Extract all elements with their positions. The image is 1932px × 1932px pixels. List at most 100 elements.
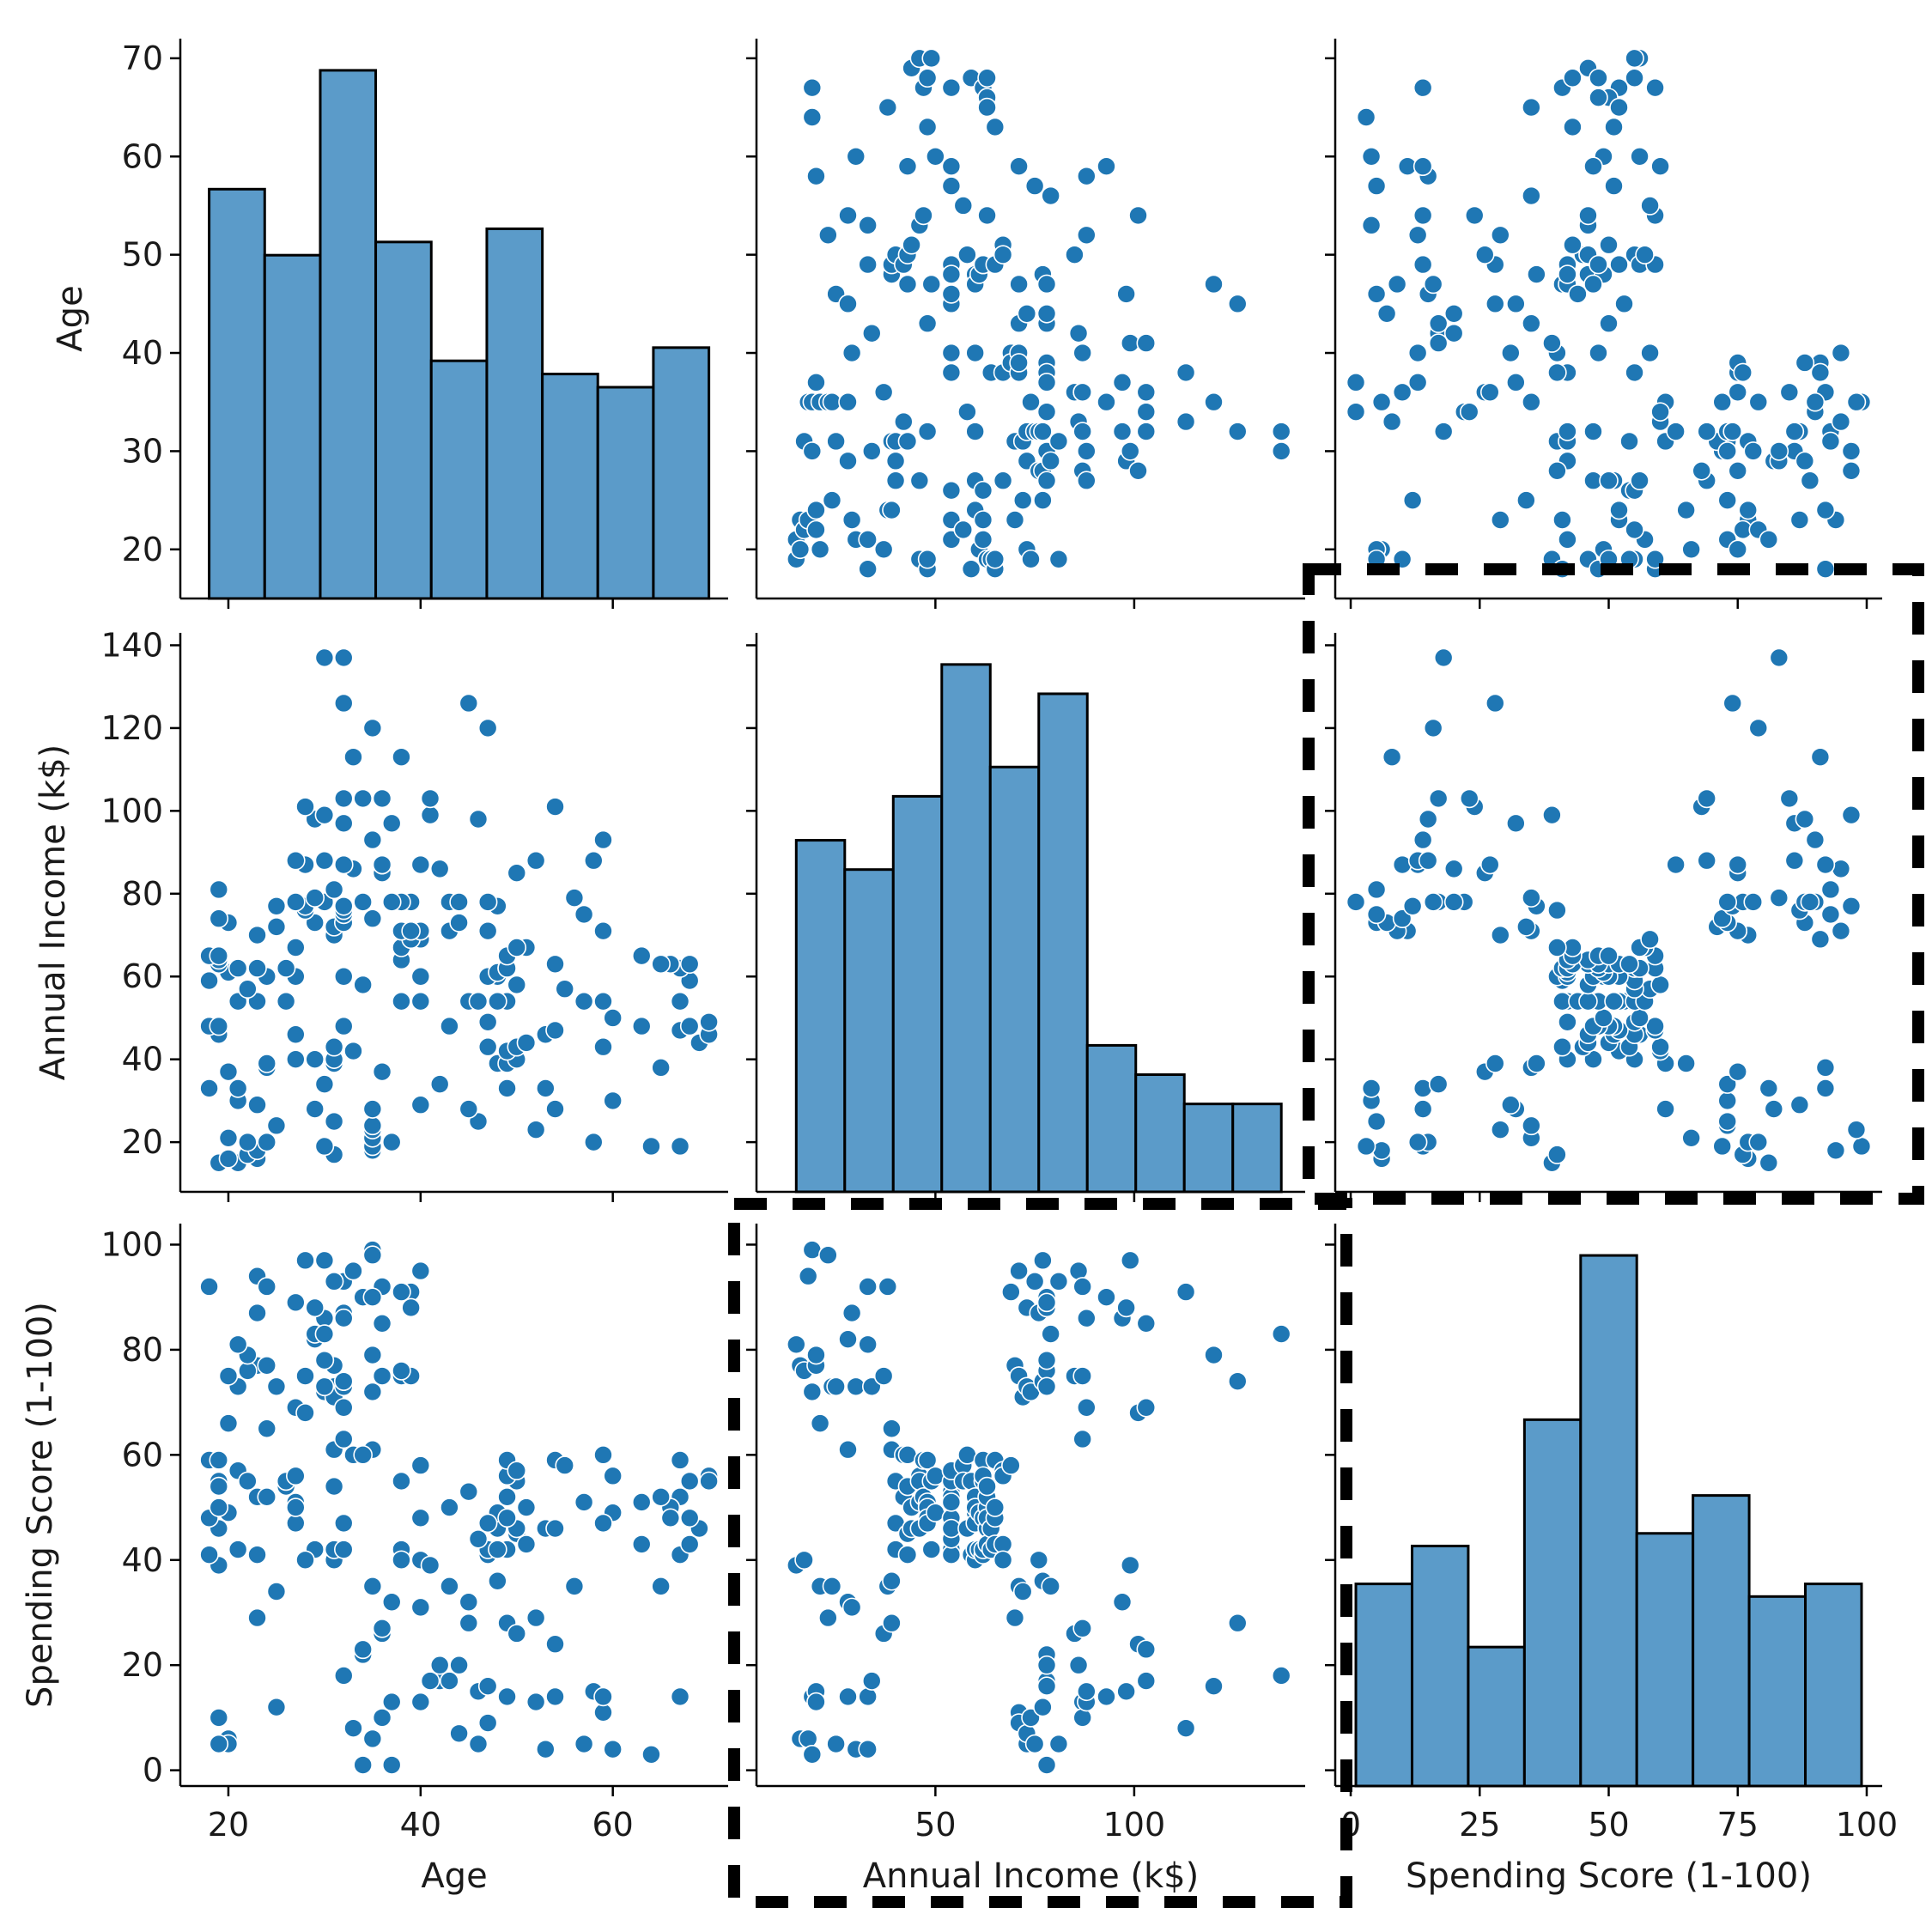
scatter-point (209, 1450, 229, 1470)
scatter-point (314, 1376, 335, 1397)
scatter-point (286, 1024, 306, 1045)
scatter-point (885, 451, 906, 471)
y-tick-label: 120 (100, 709, 163, 747)
scatter-point (1568, 284, 1588, 304)
scatter-point (957, 402, 977, 422)
histogram-bar (374, 240, 433, 600)
scatter-point (1815, 1078, 1836, 1098)
scatter-point (921, 1540, 942, 1559)
scatter-point (1204, 392, 1224, 412)
scatter-point (838, 1439, 858, 1460)
scatter-point (1479, 854, 1500, 875)
histogram-bar (1635, 1532, 1695, 1788)
scatter-point (1625, 48, 1644, 69)
scatter-point (1831, 920, 1851, 941)
scatter-point (699, 1012, 719, 1032)
scatter-point (257, 1054, 277, 1073)
scatter-point (838, 451, 858, 471)
scatter-point (953, 519, 974, 540)
scatter-point (1759, 1152, 1779, 1173)
scatter-point (1392, 382, 1413, 403)
scatter-point (1650, 1036, 1670, 1057)
scatter-point (353, 892, 373, 912)
scatter-point (1227, 1371, 1248, 1391)
scatter-point (1516, 490, 1536, 510)
scatter-point (410, 1455, 431, 1475)
scatter-point (1815, 1058, 1836, 1078)
scatter-point (574, 904, 594, 925)
scatter-point (1820, 904, 1841, 925)
scatter-point (410, 1095, 431, 1115)
scatter-point (1136, 333, 1157, 353)
scatter-point (468, 991, 489, 1012)
scatter-point (420, 805, 440, 825)
scatter-point (1728, 382, 1748, 403)
scatter-point (1506, 813, 1526, 834)
scatter-point (353, 1445, 373, 1465)
scatter-point (536, 1078, 556, 1098)
scatter-point (1443, 303, 1464, 324)
scatter-point (1418, 809, 1438, 829)
scatter-point (392, 1282, 411, 1302)
scatter-point (1036, 1292, 1057, 1313)
scatter-point (651, 1577, 671, 1596)
scatter-point (802, 1382, 823, 1402)
scatter-point (993, 245, 1013, 264)
scatter-point (1583, 422, 1603, 441)
scatter-point (1789, 510, 1810, 530)
scatter-point (477, 1012, 498, 1032)
scatter-point (1563, 234, 1583, 255)
scatter-point (1356, 107, 1376, 127)
scatter-point (1128, 460, 1148, 481)
scatter-point (218, 1149, 239, 1169)
histogram-bar (319, 69, 378, 600)
panel-spending-vs-age: 20 40 60 0 20 40 60 80 100 (100, 1224, 728, 1844)
scatter-point (1815, 559, 1836, 579)
scatter-point (440, 1498, 459, 1517)
scatter-point (631, 1534, 652, 1554)
scatter-point (1820, 879, 1841, 900)
scatter-point (266, 917, 287, 937)
scatter-point (1609, 500, 1629, 520)
scatter-point (1428, 788, 1449, 809)
scatter-point (1795, 353, 1815, 373)
scatter-point (838, 294, 858, 314)
scatter-point (1599, 313, 1619, 334)
scatter-point (802, 441, 823, 461)
scatter-point (1204, 274, 1224, 295)
scatter-point (973, 480, 993, 501)
y-tick-label: 40 (122, 334, 163, 372)
scatter-point (818, 225, 838, 246)
scatter-point (1072, 1619, 1092, 1638)
scatter-point (477, 1676, 498, 1696)
scatter-point (266, 1376, 287, 1397)
scatter-point (343, 747, 363, 767)
scatter-point (507, 1461, 527, 1481)
scatter-point (429, 1655, 450, 1675)
scatter-point (1784, 422, 1805, 441)
x-tick-label: 75 (1717, 1806, 1759, 1844)
scatter-point (1815, 500, 1836, 520)
scatter-point (333, 693, 354, 714)
scatter-point (1048, 1272, 1069, 1291)
scatter-point (858, 1686, 878, 1707)
scatter-point (1418, 850, 1438, 871)
scatter-point (873, 539, 894, 560)
scatter-point (1547, 362, 1567, 383)
scatter-point (1366, 879, 1387, 900)
scatter-point (651, 1058, 671, 1078)
scatter-point (1810, 747, 1831, 767)
scatter-point (459, 1613, 479, 1633)
panel-age-vs-age: 20 30 40 50 60 70 (122, 39, 728, 609)
scatter-point (228, 1540, 248, 1559)
y-tick-label: 20 (122, 531, 163, 568)
scatter-point (1563, 117, 1583, 137)
scatter-point (1428, 313, 1449, 334)
scatter-point (420, 1671, 440, 1691)
scatter-point (1656, 1099, 1675, 1119)
scatter-point (1036, 1376, 1057, 1397)
scatter-point (882, 500, 902, 520)
histogram-bar (652, 346, 711, 600)
scatter-point (247, 1545, 267, 1564)
scatter-point (841, 1597, 862, 1618)
